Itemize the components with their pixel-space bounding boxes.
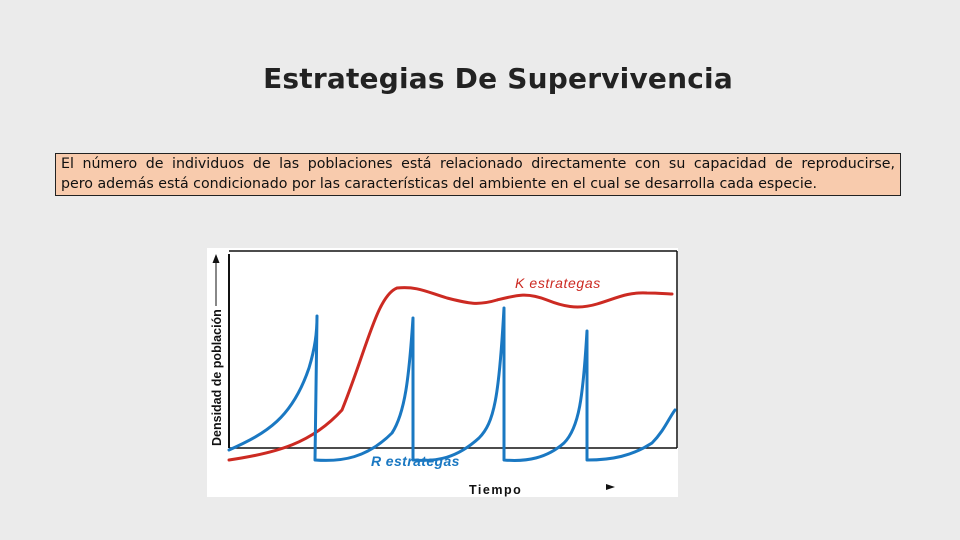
description-box: El número de individuos de las poblacion… [55,153,901,196]
diagram-svg: Densidad de población Tiempo K estratega… [210,250,678,497]
k-curve [227,286,674,462]
y-axis-label: Densidad de población [210,309,224,446]
description-line-1: El número de individuos de las poblacion… [61,156,895,172]
slide-title: Estrategias De Supervivencia [263,62,733,95]
r-label: R estrategas [371,453,460,469]
r-curve [227,306,677,462]
k-label: K estrategas [515,275,601,291]
description-line-2: pero además está condicionado por las ca… [61,176,818,192]
population-diagram: Densidad de población Tiempo K estratega… [207,248,678,497]
y-axis-arrow-head [212,254,220,263]
x-axis-arrow-head [606,484,615,490]
x-axis-label: Tiempo [469,483,522,497]
